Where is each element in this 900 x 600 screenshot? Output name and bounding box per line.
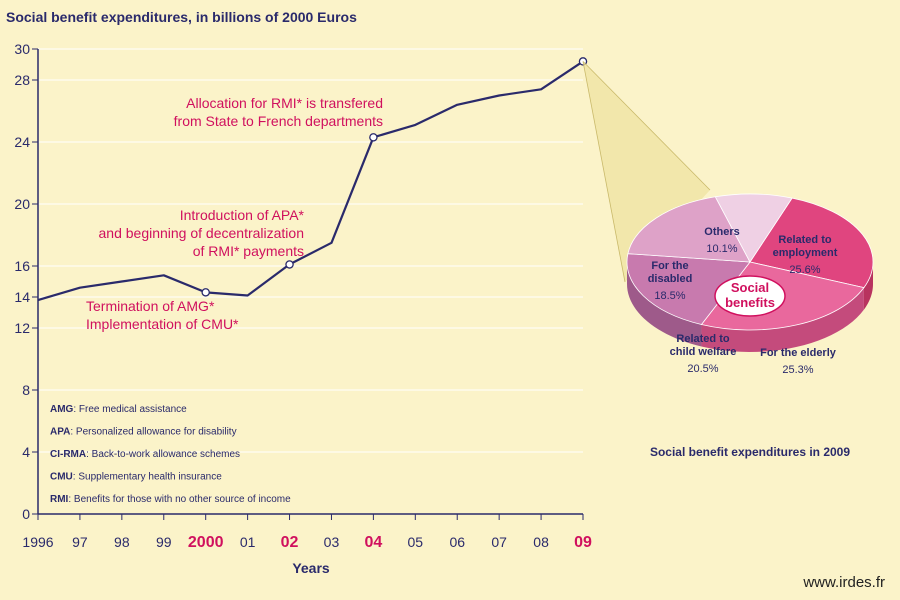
y-tick-label: 0 — [22, 506, 30, 522]
glossary-item: APA: Personalized allowance for disabili… — [50, 427, 237, 438]
pie-label-text: Related to — [676, 333, 729, 345]
glossary-abbr: RMI — [50, 494, 69, 505]
glossary-text: : Personalized allowance for disability — [70, 427, 236, 438]
x-tick-label: 1996 — [22, 534, 53, 550]
glossary-abbr: AMG — [50, 404, 74, 415]
pie-value-text: 20.5% — [687, 363, 718, 375]
y-tick-label: 20 — [14, 196, 30, 212]
series-line — [37, 60, 584, 302]
annotation-line: from State to French departments — [174, 113, 383, 129]
y-tick-label: 14 — [14, 289, 30, 305]
pie-center-badge — [714, 275, 786, 317]
annotation-line: Allocation for RMI* is transfered — [186, 95, 383, 111]
y-tick-label: 4 — [22, 444, 30, 460]
glossary-item: RMI: Benefits for those with no other so… — [50, 494, 291, 505]
pie-label-text: Related to — [778, 234, 831, 246]
glossary-text: : Free medical assistance — [73, 404, 187, 415]
x-tick-label: 09 — [574, 534, 592, 551]
annotation-line: and beginning of decentralization — [99, 225, 305, 241]
pie-center-label: Social — [731, 280, 769, 295]
annotation-line: of RMI* payments — [193, 243, 304, 259]
pie-label-text: disabled — [648, 273, 693, 285]
annotation: Allocation for RMI* is transfered from St… — [174, 95, 383, 129]
pie-center-label: benefits — [725, 295, 775, 310]
x-tick-label: 03 — [324, 534, 340, 550]
pie-label-text: employment — [773, 247, 838, 259]
glossary-abbr: APA — [50, 427, 70, 438]
grid-lines — [38, 48, 583, 453]
glossary-item: CI-RMA: Back-to-work allowance schemes — [50, 449, 240, 460]
x-axis-label: Years — [292, 560, 330, 576]
glossary: AMG: Free medical assistance APA: Persona… — [50, 404, 291, 505]
pie-label-text: child welfare — [670, 346, 737, 358]
annotation-line: Implementation of CMU* — [86, 316, 239, 332]
chart-title: Social benefit expenditures, in billions… — [6, 9, 357, 25]
x-tick-label: 02 — [281, 534, 299, 551]
x-tick-label: 04 — [364, 534, 382, 551]
annotations: Termination of AMG* Implementation of CMU… — [86, 95, 383, 332]
pie-value-text: 25.3% — [782, 364, 813, 376]
data-point — [201, 288, 210, 297]
y-tick-label: 12 — [14, 320, 30, 336]
pie-slice — [714, 193, 793, 263]
pie-label-text: For the — [651, 260, 688, 272]
annotation: Termination of AMG* Implementation of CMU… — [86, 298, 239, 332]
x-tick-label: 05 — [408, 534, 424, 550]
callout-edge — [582, 61, 711, 191]
x-tick-label: 01 — [240, 534, 256, 550]
callout-edge — [582, 61, 626, 283]
x-tick-label: 99 — [156, 534, 172, 550]
pie-title: Social benefit expenditures in 2009 — [650, 445, 850, 459]
data-point — [285, 260, 294, 269]
pie-slice — [749, 197, 874, 289]
y-tick-label: 28 — [14, 72, 30, 88]
y-tick-label: 16 — [14, 258, 30, 274]
x-tick-label: 07 — [491, 534, 507, 550]
pie-label-text: Others — [704, 226, 739, 238]
pie-side — [863, 262, 873, 310]
x-tick-label: 08 — [533, 534, 549, 550]
x-tick-label: 2000 — [188, 534, 224, 551]
annotation-line: Introduction of APA* — [180, 207, 305, 223]
pie-slice-label: Others 10.1% — [704, 226, 739, 255]
x-tick-label: 98 — [114, 534, 130, 550]
annotation-line: Termination of AMG* — [86, 298, 215, 314]
x-tick-label: 06 — [449, 534, 465, 550]
data-point — [369, 133, 378, 142]
site-footer: www.irdes.fr — [802, 574, 885, 591]
pie-side — [627, 262, 702, 347]
glossary-text: : Benefits for those with no other sourc… — [68, 494, 291, 505]
glossary-item: AMG: Free medical assistance — [50, 404, 187, 415]
pie-label-text: For the elderly — [760, 347, 837, 359]
y-tick-label: 24 — [14, 134, 30, 150]
pie-slice — [626, 253, 751, 325]
pie-value-text: 25.6% — [789, 264, 820, 276]
glossary-text: : Supplementary health insurance — [73, 472, 222, 483]
glossary-abbr: CI-RMA — [50, 449, 86, 460]
glossary-item: CMU: Supplementary health insurance — [50, 472, 222, 483]
y-tick-label: 30 — [14, 41, 30, 57]
annotation: Introduction of APA* and beginning of dec… — [99, 207, 305, 259]
glossary-abbr: CMU — [50, 472, 73, 483]
pie-side — [701, 287, 864, 352]
glossary-text: : Back-to-work allowance schemes — [86, 449, 240, 460]
pie-slice — [627, 196, 751, 263]
pie-value-text: 18.5% — [654, 290, 685, 302]
x-tick-label: 97 — [72, 534, 88, 550]
y-tick-label: 8 — [22, 382, 30, 398]
pie-value-text: 10.1% — [706, 243, 737, 255]
pie-slice-label: For the elderly 25.3% — [760, 347, 837, 376]
